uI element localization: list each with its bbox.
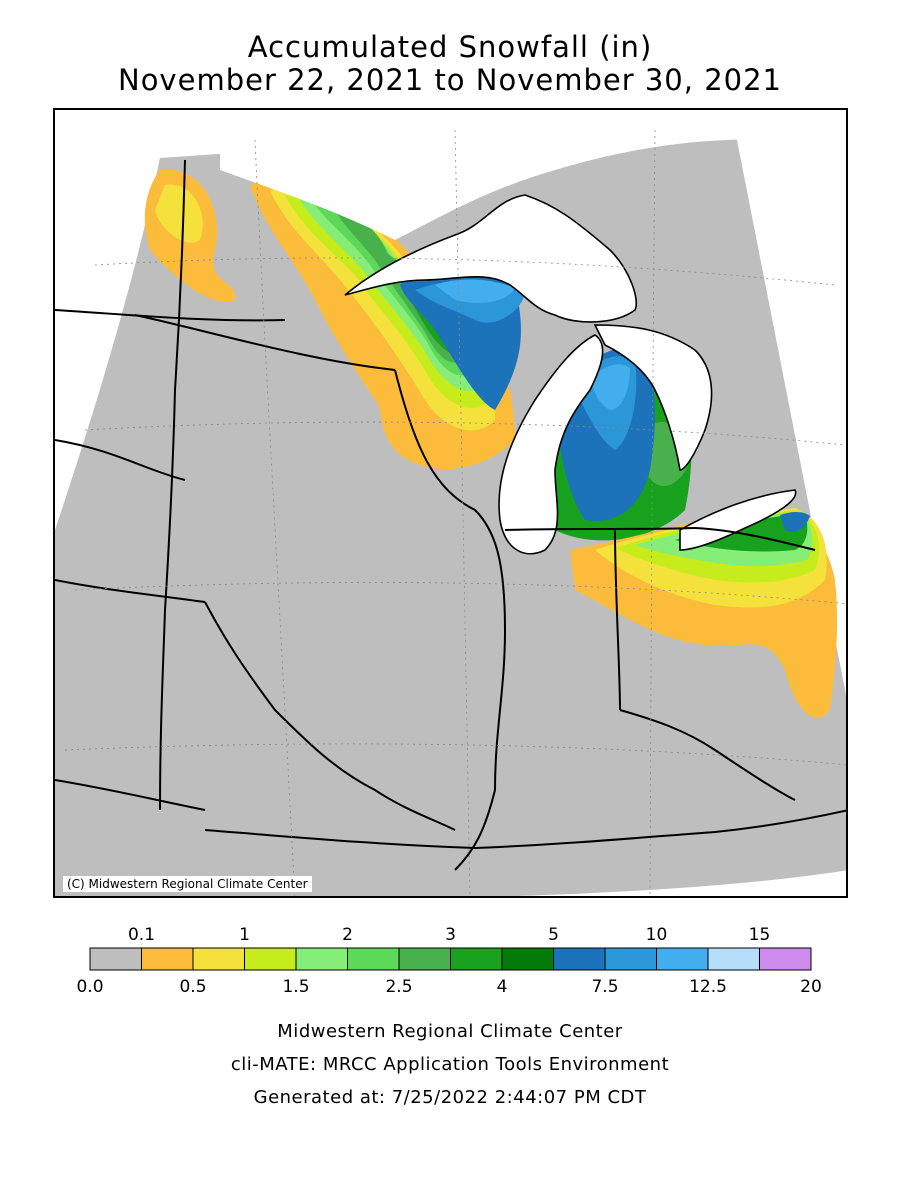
state-boundaries bbox=[55, 159, 846, 871]
footer-tool-name: cli-MATE: MRCC Application Tools Environ… bbox=[230, 1054, 670, 1075]
legend-top-label: 1 bbox=[239, 925, 250, 945]
legend-top-label: 2 bbox=[342, 925, 353, 945]
lake-huron bbox=[593, 324, 713, 471]
legend-bottom-label: 2.5 bbox=[385, 977, 412, 997]
legend-swatch bbox=[501, 947, 554, 971]
color-legend: 0.1 1 2 3 5 10 15 0.0 0.5 1.5 2.5 4 7.5 12.5 20 bbox=[76, 925, 821, 997]
legend-top-labels: 0.1 1 2 3 5 10 15 bbox=[128, 925, 770, 945]
legend-bottom-label: 0.0 bbox=[76, 977, 103, 997]
legend-swatch bbox=[759, 947, 812, 971]
legend-top-label: 0.1 bbox=[128, 925, 155, 945]
lake-superior bbox=[344, 194, 637, 323]
legend-swatch bbox=[89, 947, 142, 971]
legend-swatch bbox=[141, 947, 194, 971]
map-canvas bbox=[55, 110, 846, 896]
legend-swatch bbox=[398, 947, 451, 971]
legend-swatch bbox=[347, 947, 400, 971]
legend-bottom-labels: 0.0 0.5 1.5 2.5 4 7.5 12.5 20 bbox=[76, 977, 821, 997]
legend-swatch bbox=[707, 947, 760, 971]
snow-band-superior-skyblue bbox=[435, 279, 515, 303]
copyright-label: (C) Midwestern Regional Climate Center bbox=[63, 876, 312, 892]
footer-generated-time: Generated at: 7/25/2022 2:44:07 PM CDT bbox=[253, 1087, 647, 1108]
lake-michigan bbox=[498, 334, 604, 555]
legend-swatch bbox=[450, 947, 503, 971]
snow-band-nw-yellow bbox=[155, 184, 203, 243]
map-title: Accumulated Snowfall (in) bbox=[247, 30, 653, 64]
map-date-range: November 22, 2021 to November 30, 2021 bbox=[118, 63, 782, 97]
legend-top-label: 15 bbox=[749, 925, 771, 945]
legend-swatch bbox=[244, 947, 297, 971]
legend-bottom-label: 4 bbox=[497, 977, 508, 997]
legend-bottom-label: 20 bbox=[800, 977, 822, 997]
legend-swatch bbox=[553, 947, 606, 971]
lake-erie bbox=[679, 489, 797, 551]
snow-band-michigan-skyblue bbox=[590, 364, 630, 410]
legend-bottom-label: 1.5 bbox=[282, 977, 309, 997]
footer-organization: Midwestern Regional Climate Center bbox=[277, 1021, 623, 1042]
legend-swatch bbox=[656, 947, 709, 971]
snow-band-east-blue bbox=[780, 512, 810, 532]
legend-bottom-label: 12.5 bbox=[689, 977, 727, 997]
legend-top-label: 3 bbox=[445, 925, 456, 945]
legend-bottom-label: 0.5 bbox=[179, 977, 206, 997]
canada-north bbox=[220, 110, 846, 240]
legend-swatch bbox=[192, 947, 245, 971]
legend-bottom-label: 7.5 bbox=[591, 977, 618, 997]
graticule bbox=[64, 129, 846, 896]
legend-top-label: 10 bbox=[646, 925, 668, 945]
snowfall-map: (C) Midwestern Regional Climate Center bbox=[53, 108, 848, 898]
legend-top-label: 5 bbox=[548, 925, 559, 945]
legend-swatch bbox=[604, 947, 657, 971]
legend-swatch bbox=[295, 947, 348, 971]
legend-color-bar bbox=[89, 947, 812, 971]
